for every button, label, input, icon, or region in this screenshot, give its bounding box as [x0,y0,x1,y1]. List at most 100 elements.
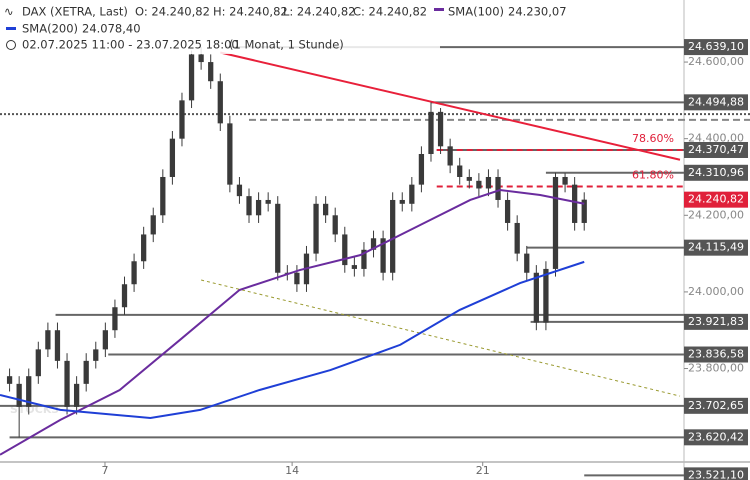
candle-body [45,330,51,350]
candle-body [150,215,156,235]
y-tick-label: 23.800,00 [688,362,744,375]
candle-body [504,199,511,223]
level-label: 24.310,96 [688,166,744,179]
candle-body [466,176,472,181]
level-box [684,346,748,363]
ohlc-open: O: 24.240,82 [135,5,210,19]
candle-body [552,176,559,269]
instrument: DAX (XETRA, Last) [22,5,128,19]
last-label: 24.240,82 [688,193,744,206]
level-label: 23.702,65 [688,399,744,412]
candle-body [342,234,348,266]
fib-label: 78.60% [632,132,674,145]
candle-body [476,180,482,189]
level-label: 23.836,58 [688,348,744,361]
candle-body [294,272,300,285]
y-tick-label: 24.000,00 [688,285,744,298]
period: (1 Monat, 1 Stunde) [229,38,344,52]
level-label: 23.921,83 [688,315,744,328]
candle-body [141,234,147,262]
level-label: 23.620,42 [688,430,744,443]
legend-name: SMA(200) [22,22,78,36]
candle-body [102,330,108,350]
x-tick-label: 14 [285,464,299,477]
y-tick-label: 24.600,00 [688,55,744,68]
candle-body [16,383,22,407]
legend-value: 24.078,40 [82,22,141,36]
candle-body [514,222,520,254]
level-box [684,141,748,158]
level-label: 24.639,10 [688,40,744,53]
legend-name: SMA(100) [448,5,504,19]
candle-body [437,111,444,147]
candle-body [179,100,185,139]
clock-icon [6,40,16,50]
level-box [684,313,748,330]
candle-body [390,199,396,273]
candle-body [121,284,128,308]
candle-body [485,176,492,189]
trendline [220,51,681,161]
icon: ∿ [4,5,14,19]
candle-body [26,376,32,407]
level-box [684,467,748,480]
candle-body [351,265,357,269]
candle-body [73,383,80,407]
candle-body [169,138,176,177]
candle-body [399,199,405,204]
candle-body [418,154,425,185]
candle-body [323,203,329,216]
candle-body [370,238,377,250]
candle-body [54,330,61,361]
x-tick-label: 21 [476,464,490,477]
candle-body [208,62,214,82]
candle-body [6,376,13,384]
legend-swatch [6,27,16,30]
date-range: 02.07.2025 11:00 - 23.07.2025 18:00 [22,38,239,52]
candle-body [543,268,549,323]
last-box [684,191,748,208]
y-tick-label: 24.200,00 [688,208,744,221]
x-tick-label: 7 [101,464,108,477]
candle-body [64,360,70,407]
candle-body [562,176,568,185]
level-box [684,39,748,56]
header: ∿ DAX (XETRA, Last) O: 24.240,82 H: 24.2… [0,0,567,54]
candle-body [495,176,501,200]
candle-body [361,249,367,269]
candle-body [313,203,319,254]
level-box [684,94,748,111]
candle-body [160,176,166,216]
level-box [684,239,748,256]
candle-body [255,199,262,216]
candle-body [533,272,539,323]
candle-body [217,81,223,124]
y-tick-label: 24.400,00 [688,132,744,145]
fib-label: 61.80% [632,169,674,182]
header-bg [0,0,440,54]
level-label: 23.521,10 [688,468,744,480]
level-box [684,429,748,446]
level-box [684,397,748,414]
candle-body [198,54,204,63]
level-box [684,164,748,181]
level-label: 24.494,88 [688,95,744,108]
ohlc-high: H: 24.240,82 [213,5,288,19]
candle-body [581,199,587,223]
candle-body [83,360,89,384]
level-label: 24.370,47 [688,143,744,156]
candle-body [188,54,195,101]
candle-body [409,184,415,204]
candle-body [93,349,99,361]
candle-body [447,146,453,166]
candle-body [112,307,118,331]
candle-body [428,111,434,154]
candle-body [246,196,252,216]
legend-swatch [434,8,444,11]
trendline [201,279,681,397]
ohlc-low: L: 24.240,82 [283,5,355,19]
candle-body [332,215,338,235]
sma-line [0,260,585,419]
candle-body [265,199,271,204]
